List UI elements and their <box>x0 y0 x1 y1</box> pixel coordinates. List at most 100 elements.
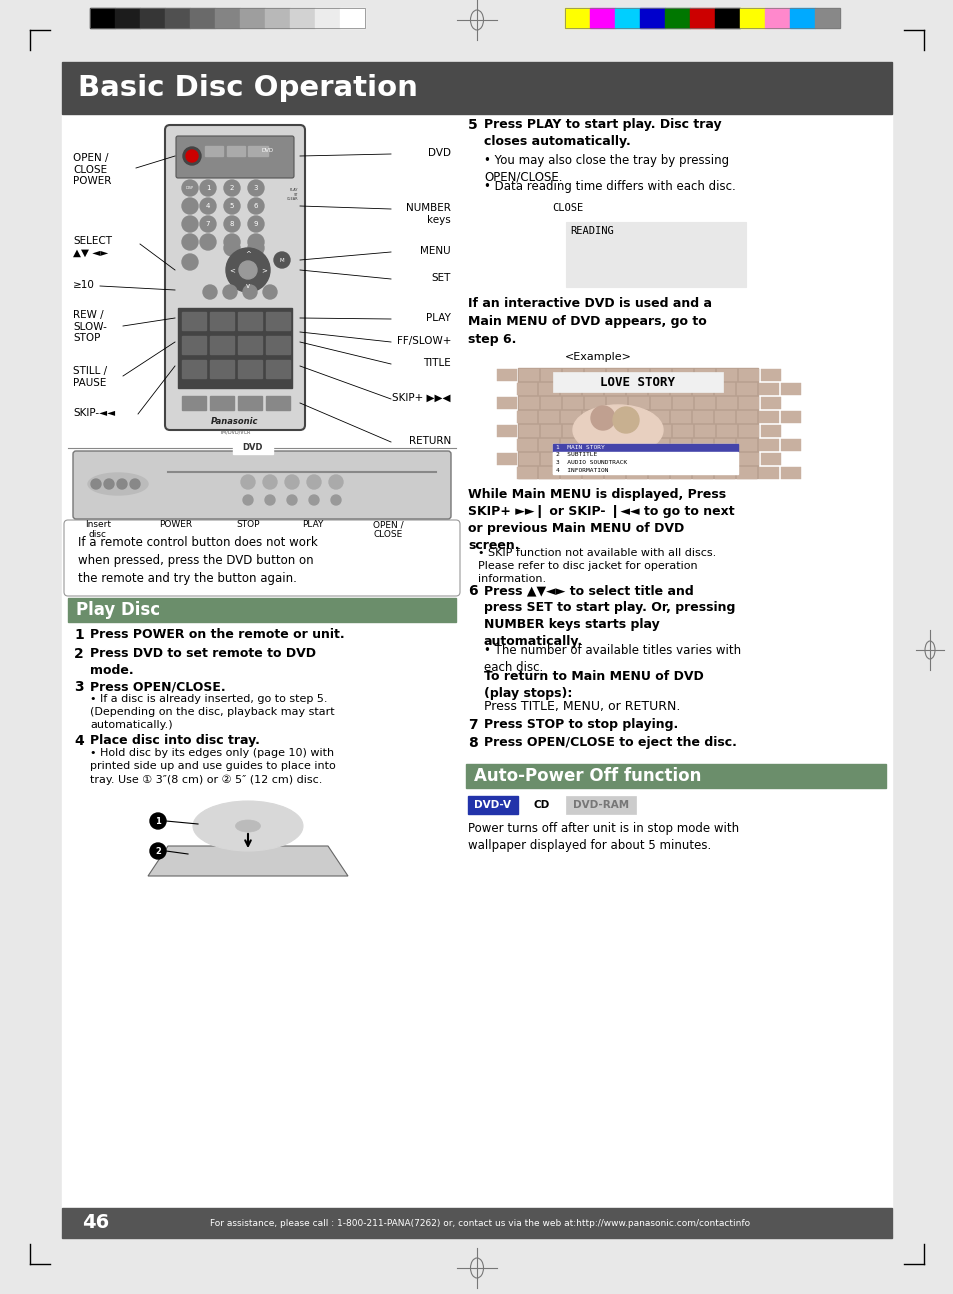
Bar <box>560 439 580 452</box>
Text: Press PLAY to start play. Disc tray
closes automatically.: Press PLAY to start play. Disc tray clos… <box>483 118 720 148</box>
Bar <box>626 439 646 452</box>
Circle shape <box>243 285 256 299</box>
Bar <box>538 467 558 479</box>
Bar <box>465 763 885 788</box>
Circle shape <box>226 248 270 292</box>
Circle shape <box>243 496 253 505</box>
Bar <box>90 8 365 28</box>
Text: LOVE STORY: LOVE STORY <box>599 375 675 388</box>
Circle shape <box>287 496 296 505</box>
Bar <box>182 336 206 355</box>
Bar <box>553 467 738 474</box>
Bar <box>695 369 714 380</box>
Bar <box>664 8 689 28</box>
Bar <box>692 439 712 452</box>
Bar <box>182 312 206 330</box>
Bar <box>564 8 589 28</box>
Text: 2  SUBTITLE: 2 SUBTITLE <box>556 453 597 458</box>
Text: If a remote control button does not work
when pressed, press the DVD button on
t: If a remote control button does not work… <box>78 536 317 585</box>
Bar <box>518 397 538 409</box>
Text: 9: 9 <box>253 221 258 226</box>
Circle shape <box>130 479 140 489</box>
Text: 46: 46 <box>82 1214 110 1232</box>
Text: If an interactive DVD is used and a
Main MENU of DVD appears, go to
step 6.: If an interactive DVD is used and a Main… <box>468 298 711 345</box>
Circle shape <box>309 496 318 505</box>
Text: TM/DVD/VCR: TM/DVD/VCR <box>219 430 251 435</box>
Bar <box>789 8 814 28</box>
Bar <box>240 8 265 28</box>
Bar <box>582 383 602 395</box>
Circle shape <box>248 216 264 232</box>
Text: Play Disc: Play Disc <box>76 600 160 619</box>
Text: ^: ^ <box>245 251 251 258</box>
Bar <box>265 8 290 28</box>
Text: Basic Disc Operation: Basic Disc Operation <box>78 74 417 102</box>
Text: 1: 1 <box>74 628 84 642</box>
Bar <box>739 369 759 380</box>
Text: DVD: DVD <box>242 444 263 453</box>
Bar <box>714 383 734 395</box>
Text: DVD: DVD <box>262 149 274 154</box>
Circle shape <box>150 813 166 829</box>
Bar <box>560 411 580 423</box>
Bar <box>582 439 602 452</box>
Bar <box>553 459 738 467</box>
Bar <box>615 8 639 28</box>
Bar <box>584 453 604 465</box>
Text: While Main MENU is displayed, Press
SKIP+ ►►❙ or SKIP- ❙◄◄ to go to next
or prev: While Main MENU is displayed, Press SKIP… <box>468 488 734 553</box>
Text: • You may also close the tray by pressing
OPEN/CLOSE.: • You may also close the tray by pressin… <box>483 154 728 184</box>
Text: Press ▲▼◄► to select title and
press SET to start play. Or, pressing
NUMBER keys: Press ▲▼◄► to select title and press SET… <box>483 584 735 648</box>
Bar <box>648 383 668 395</box>
Bar <box>670 411 690 423</box>
Circle shape <box>182 198 198 214</box>
Text: Panasonic: Panasonic <box>211 418 258 427</box>
Bar <box>589 8 615 28</box>
Text: DISP: DISP <box>186 186 193 190</box>
Bar <box>584 397 604 409</box>
FancyBboxPatch shape <box>64 520 459 597</box>
Bar <box>692 467 712 479</box>
Circle shape <box>248 239 264 256</box>
Bar <box>670 467 690 479</box>
Bar <box>210 312 233 330</box>
Circle shape <box>239 261 256 280</box>
Text: <Example>: <Example> <box>564 352 631 362</box>
Bar <box>648 411 668 423</box>
Circle shape <box>186 150 198 162</box>
Bar <box>781 411 801 423</box>
Text: 7: 7 <box>468 718 477 732</box>
Bar <box>205 146 223 157</box>
Text: 3  AUDIO SOUNDTRACK: 3 AUDIO SOUNDTRACK <box>556 459 626 465</box>
Bar <box>62 1209 891 1238</box>
Ellipse shape <box>88 474 148 496</box>
Text: Press STOP to stop playing.: Press STOP to stop playing. <box>483 718 678 731</box>
Circle shape <box>183 148 201 166</box>
Bar <box>562 453 582 465</box>
Bar <box>582 411 602 423</box>
Bar <box>760 424 781 437</box>
Circle shape <box>263 475 276 489</box>
Bar <box>517 411 537 423</box>
Text: Press OPEN/CLOSE.: Press OPEN/CLOSE. <box>90 681 226 694</box>
Bar <box>606 397 626 409</box>
Bar <box>266 396 290 410</box>
Bar <box>518 424 538 437</box>
Bar <box>497 424 517 437</box>
Bar <box>628 397 648 409</box>
Bar <box>68 118 456 518</box>
Text: 5: 5 <box>468 118 477 132</box>
Bar <box>237 336 262 355</box>
Bar <box>210 336 233 355</box>
Text: DVD-V: DVD-V <box>474 800 511 810</box>
Ellipse shape <box>235 820 260 832</box>
Bar <box>739 453 759 465</box>
Bar <box>759 383 779 395</box>
Bar <box>190 8 214 28</box>
Bar <box>523 796 559 814</box>
Bar <box>227 146 245 157</box>
Bar <box>538 383 558 395</box>
Text: For assistance, please call : 1-800-211-PANA(7262) or, contact us via the web at: For assistance, please call : 1-800-211-… <box>210 1219 749 1228</box>
Bar <box>650 453 670 465</box>
Circle shape <box>224 180 240 195</box>
Bar <box>695 397 714 409</box>
